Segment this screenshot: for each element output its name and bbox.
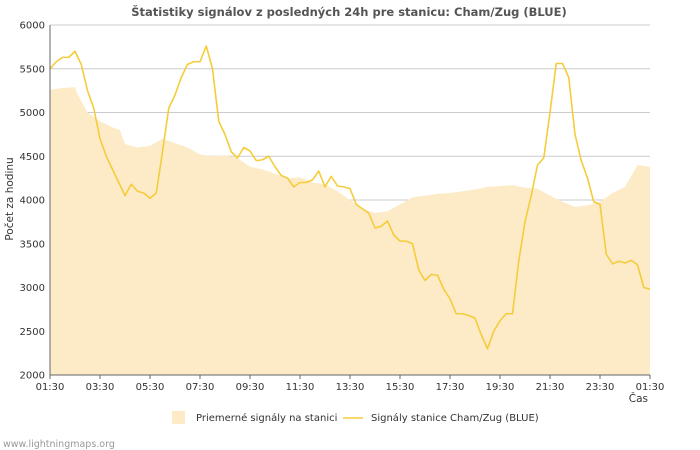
area-series — [50, 87, 650, 375]
x-tick-label: 21:30 — [536, 382, 565, 393]
x-tick-label: 13:30 — [336, 382, 365, 393]
x-tick-label: 05:30 — [136, 382, 165, 393]
y-ticks: 2000 2500 3000 3500 4000 4500 5000 5500 6000 — [20, 21, 45, 382]
x-tick-label: 15:30 — [386, 382, 415, 393]
footer-credit: www.lightningmaps.org — [3, 439, 115, 450]
x-tick-label: 09:30 — [236, 382, 265, 393]
chart-title: Štatistiky signálov z posledných 24h pre… — [131, 4, 567, 19]
y-tick-label: 4500 — [20, 152, 45, 163]
legend-area-swatch — [172, 411, 185, 424]
y-tick-label: 2000 — [20, 371, 45, 382]
y-tick-label: 5000 — [20, 108, 45, 119]
line-station-signals — [49, 45, 651, 350]
x-axis-label: Čas — [629, 392, 648, 405]
x-tick-label: 01:30 — [36, 382, 65, 393]
legend: Priemerné signály na stanici Signály sta… — [172, 411, 539, 424]
x-tick-label: 07:30 — [186, 382, 215, 393]
legend-area-label: Priemerné signály na stanici — [196, 412, 337, 424]
y-tick-label: 2500 — [20, 327, 45, 338]
x-ticks: 01:30 03:30 05:30 07:30 09:30 11:30 13:30 15:30… — [36, 375, 665, 393]
y-tick-label: 4000 — [20, 196, 45, 207]
x-tick-label: 17:30 — [436, 382, 465, 393]
y-tick-label: 3500 — [20, 239, 45, 250]
x-tick-label: 11:30 — [286, 382, 315, 393]
y-tick-label: 3000 — [20, 283, 45, 294]
x-tick-label: 01:30 — [636, 382, 665, 393]
x-tick-label: 03:30 — [86, 382, 115, 393]
area-average-signals — [50, 87, 650, 375]
y-axis-label: Počet za hodinu — [4, 157, 16, 240]
y-tick-label: 5500 — [20, 64, 45, 75]
line-series — [49, 45, 651, 350]
legend-line-label: Signály stanice Cham/Zug (BLUE) — [371, 412, 539, 424]
x-tick-label: 19:30 — [486, 382, 515, 393]
x-tick-label: 23:30 — [586, 382, 615, 393]
y-tick-label: 6000 — [20, 21, 45, 32]
